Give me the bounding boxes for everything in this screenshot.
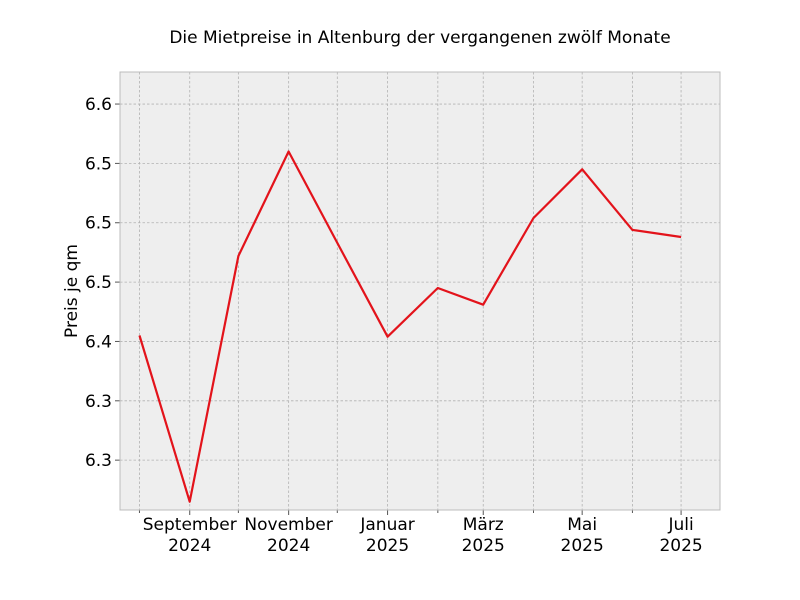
series-line (138, 150, 682, 503)
series-group (138, 150, 682, 503)
chart-title: Die Mietpreise in Altenburg der vergange… (169, 28, 670, 48)
plot-frame (119, 71, 721, 511)
x-tick-label: März 2025 (462, 515, 505, 556)
x-tick-label: Mai 2025 (561, 515, 604, 556)
plot-area (120, 72, 720, 510)
y-tick-label: 6.5 (85, 273, 112, 293)
y-tick-label: 6.5 (85, 154, 112, 174)
x-tick-label: Januar 2025 (359, 515, 414, 556)
y-tick-label: 6.5 (85, 214, 112, 234)
y-tick-label: 6.3 (85, 451, 112, 471)
x-tick-label: September 2024 (143, 515, 237, 556)
y-axis-label: Preis je qm (62, 244, 82, 338)
y-tick-label: 6.3 (85, 392, 112, 412)
y-tick-label: 6.6 (85, 95, 112, 115)
y-tick-labels: 6.3 6.3 6.4 6.5 6.5 6.5 6.6 (85, 95, 112, 471)
x-tick-label: Juli 2025 (659, 515, 702, 556)
y-tick-label: 6.4 (85, 332, 112, 352)
x-tick-label: November 2024 (244, 515, 332, 556)
grid-lines (120, 72, 720, 510)
